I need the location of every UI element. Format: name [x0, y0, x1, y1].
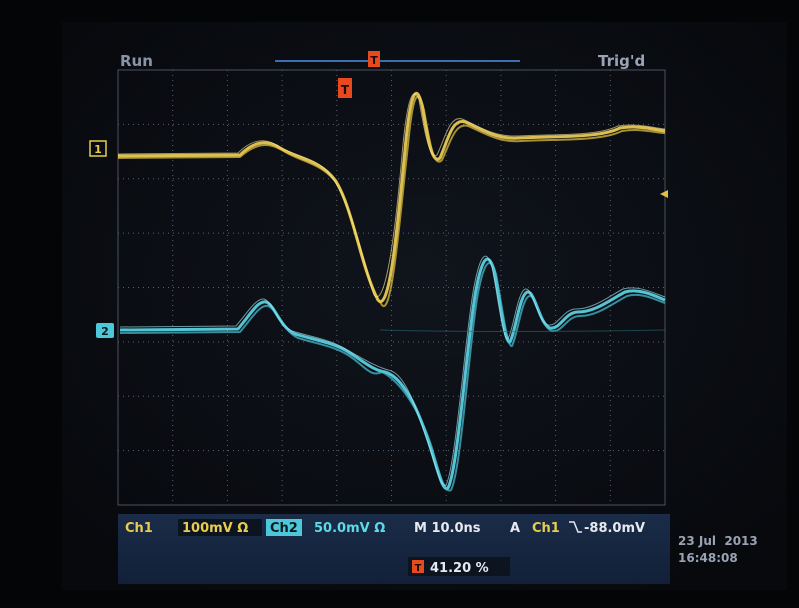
- ch2-scale: 50.0mV Ω: [314, 521, 385, 536]
- ch2-marker: 2: [101, 325, 109, 338]
- position-marker: T: [415, 563, 422, 574]
- ch2-marker-box: [96, 323, 114, 338]
- position-icon: [412, 560, 424, 573]
- position-box: [408, 557, 510, 576]
- trigger-position-marker: T: [370, 54, 378, 67]
- ch1-trace: [117, 91, 666, 308]
- timebase: M 10.0ns: [414, 521, 481, 536]
- trigger-state: Trig'd: [598, 52, 645, 70]
- ch1-scale-box: [178, 519, 262, 536]
- ch2-label: Ch2: [270, 521, 298, 536]
- position: 41.20 %: [430, 561, 489, 576]
- trigger-level-arrow: [660, 190, 668, 198]
- trigger-mode: A: [510, 521, 520, 536]
- trigger-icon: [338, 78, 352, 98]
- ch1-marker-box: [89, 140, 107, 157]
- run-status: Run: [120, 52, 153, 70]
- falling-edge-icon: [569, 521, 582, 533]
- trigger-position-icon: [368, 51, 380, 67]
- ch2-trace: [119, 255, 666, 492]
- trigger-marker: T: [341, 83, 350, 97]
- graticule-border: [117, 69, 666, 506]
- time: 16:48:08: [678, 551, 738, 565]
- trigger-source: Ch1: [532, 521, 560, 536]
- ch2-label-box: [266, 519, 302, 536]
- graticule: [118, 70, 665, 505]
- ch1-marker: 1: [94, 143, 102, 156]
- trigger-level: -88.0mV: [584, 521, 645, 536]
- ch1-scale: 100mV Ω: [182, 521, 248, 536]
- date: 23 Jul 2013: [678, 534, 758, 548]
- ch1-label: Ch1: [125, 521, 153, 536]
